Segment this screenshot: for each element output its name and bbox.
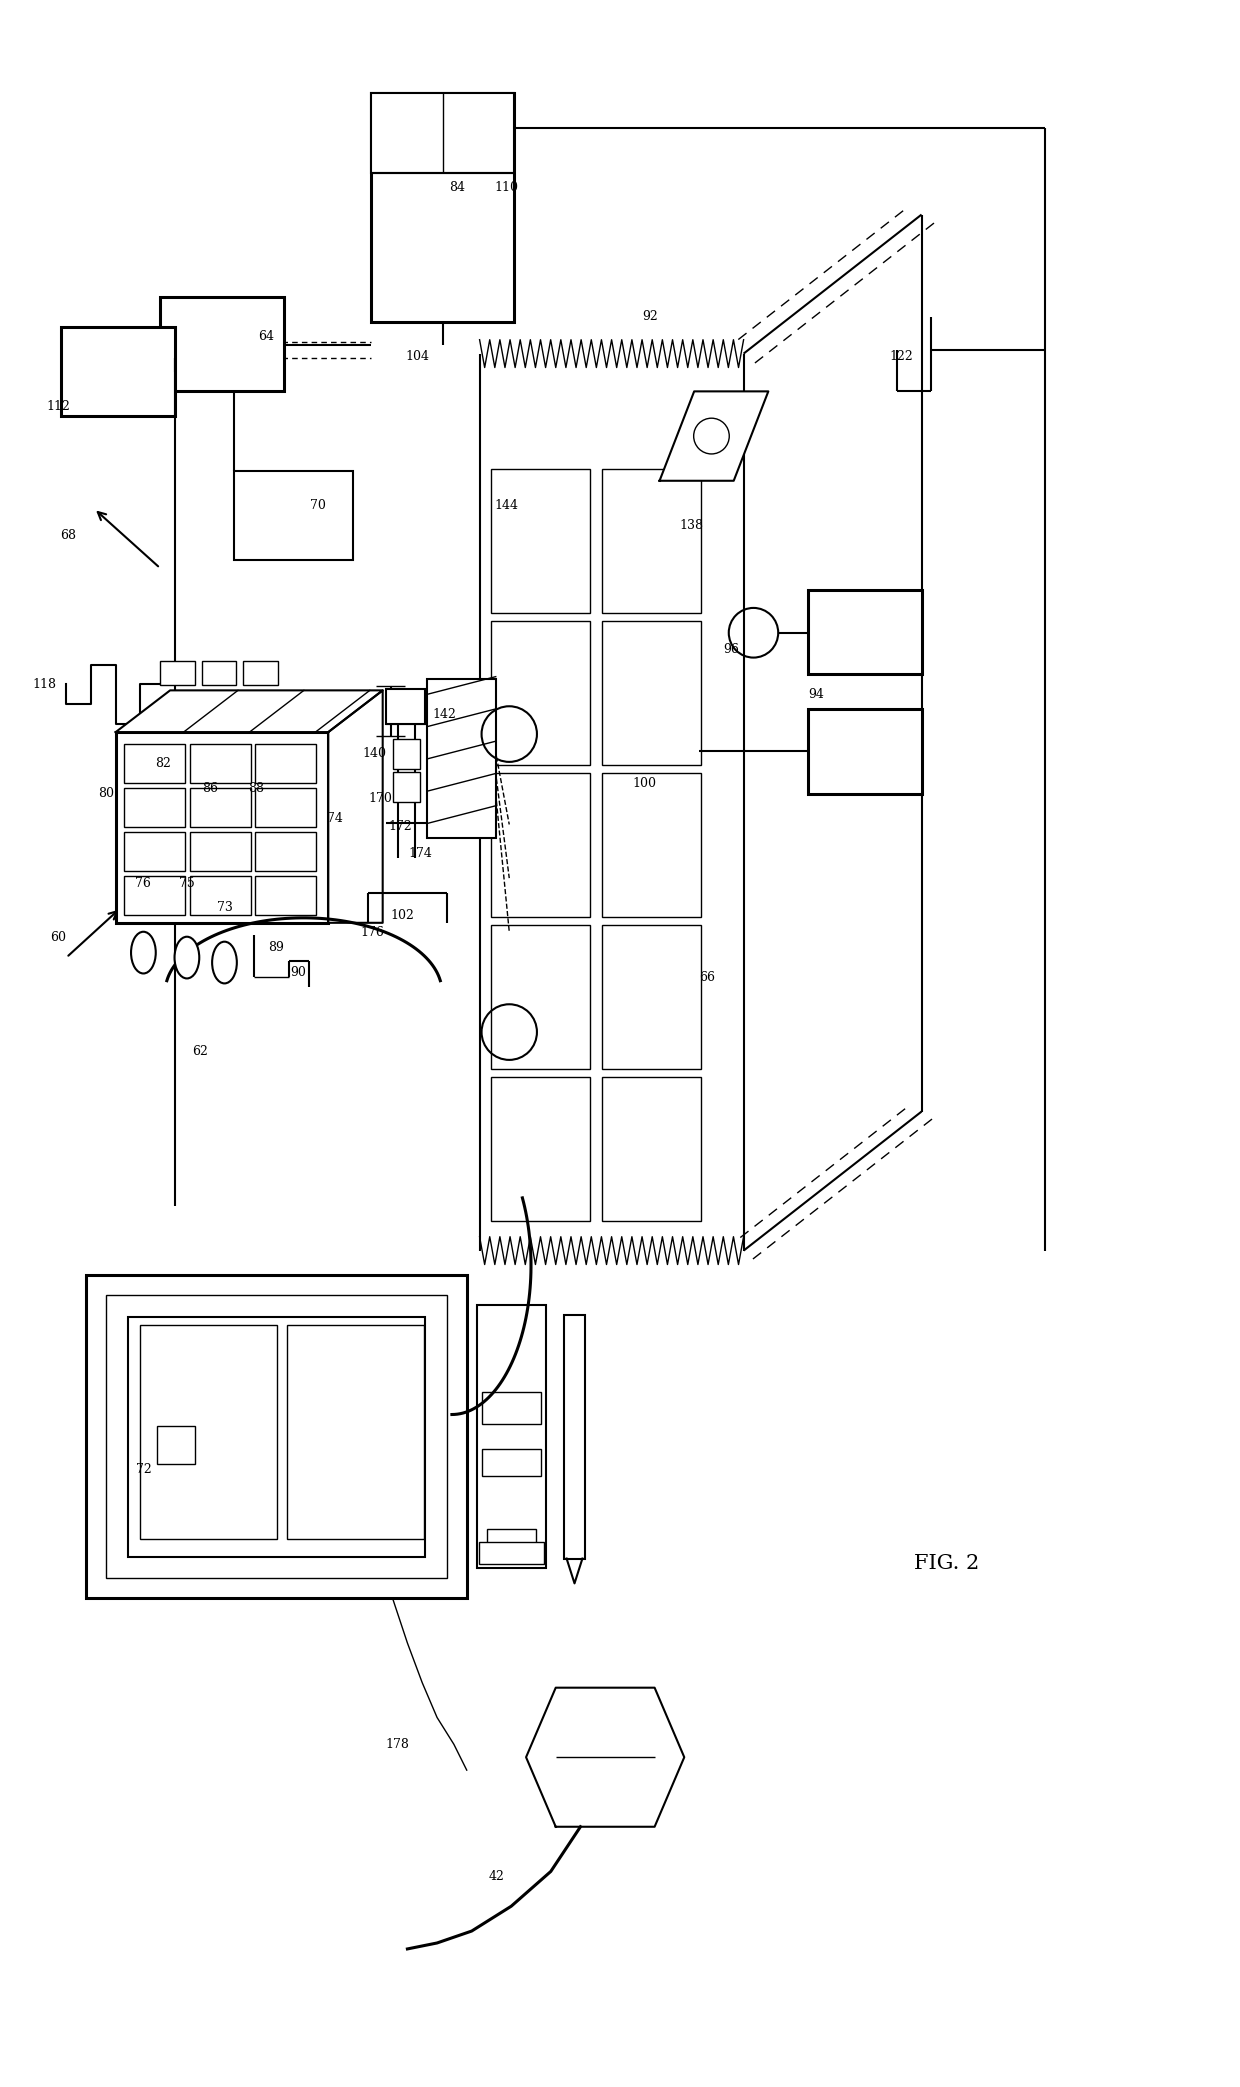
Bar [393, 772, 420, 801]
Text: 176: 176 [361, 927, 384, 939]
Bar [128, 1317, 425, 1557]
Text: 60: 60 [51, 931, 67, 943]
Ellipse shape [131, 931, 156, 973]
Text: 89: 89 [268, 941, 284, 954]
Text: 84: 84 [449, 182, 465, 194]
Bar [288, 1325, 424, 1538]
Bar [428, 680, 496, 839]
Bar [140, 1325, 278, 1538]
Bar [491, 772, 590, 916]
Polygon shape [115, 691, 383, 733]
Text: 72: 72 [135, 1463, 151, 1476]
Text: 140: 140 [363, 747, 387, 760]
Text: 112: 112 [46, 401, 71, 413]
Text: 88: 88 [248, 783, 264, 795]
Bar [481, 1392, 541, 1423]
Polygon shape [329, 691, 383, 922]
Bar [491, 1077, 590, 1221]
Text: 142: 142 [432, 707, 456, 720]
Bar [124, 789, 185, 826]
Text: 170: 170 [368, 793, 393, 806]
Bar [491, 470, 590, 614]
Bar [603, 772, 701, 916]
Text: 96: 96 [723, 643, 739, 655]
Text: 64: 64 [258, 330, 274, 342]
Bar [476, 1304, 546, 1569]
Bar [157, 1425, 195, 1465]
Bar [190, 789, 250, 826]
Bar [190, 743, 250, 783]
Ellipse shape [212, 941, 237, 983]
Text: 62: 62 [192, 1046, 207, 1058]
Text: 92: 92 [642, 311, 657, 323]
Bar [124, 743, 185, 783]
Bar [61, 328, 175, 415]
Polygon shape [526, 1688, 684, 1826]
Bar [202, 662, 237, 685]
Bar [371, 94, 515, 321]
Bar [486, 1530, 536, 1546]
Text: 68: 68 [61, 528, 76, 543]
Bar [105, 1296, 446, 1578]
Bar [124, 833, 185, 870]
Bar [115, 733, 329, 922]
Text: 42: 42 [489, 1870, 505, 1882]
Text: 178: 178 [386, 1738, 409, 1751]
Bar [371, 94, 515, 173]
Bar [386, 689, 425, 724]
Text: 144: 144 [495, 499, 518, 511]
Bar [190, 877, 250, 914]
Bar [808, 591, 921, 674]
Text: 174: 174 [408, 847, 433, 860]
Text: 104: 104 [405, 351, 429, 363]
Text: 66: 66 [699, 970, 715, 983]
Bar [243, 662, 278, 685]
Text: 73: 73 [217, 902, 232, 914]
Bar [808, 710, 921, 793]
Bar [190, 833, 250, 870]
Text: FIG. 2: FIG. 2 [914, 1555, 978, 1574]
Text: 138: 138 [680, 520, 703, 532]
Text: 118: 118 [32, 678, 57, 691]
Ellipse shape [175, 937, 200, 979]
Bar [255, 743, 316, 783]
Text: 76: 76 [135, 877, 151, 889]
Bar [491, 925, 590, 1069]
Polygon shape [660, 392, 769, 480]
Text: 172: 172 [388, 820, 413, 833]
Text: 90: 90 [290, 966, 306, 979]
Text: 100: 100 [632, 776, 657, 791]
Bar [124, 877, 185, 914]
Bar [160, 296, 284, 392]
Bar [603, 470, 701, 614]
Bar [393, 739, 420, 768]
Text: 70: 70 [310, 499, 326, 511]
Text: 94: 94 [807, 689, 823, 701]
Bar [255, 877, 316, 914]
Bar [479, 1542, 544, 1563]
Bar [491, 620, 590, 764]
Bar [255, 789, 316, 826]
Text: 110: 110 [495, 182, 518, 194]
Text: 75: 75 [179, 877, 195, 889]
Text: 80: 80 [98, 787, 114, 799]
Text: 122: 122 [890, 351, 914, 363]
Bar [234, 472, 353, 559]
Bar [255, 833, 316, 870]
Text: 74: 74 [327, 812, 343, 824]
Bar [160, 662, 195, 685]
Text: 102: 102 [391, 910, 414, 922]
Bar [603, 925, 701, 1069]
Bar [603, 620, 701, 764]
Bar [603, 1077, 701, 1221]
Bar [86, 1275, 466, 1599]
Bar [564, 1315, 585, 1559]
Bar [481, 1448, 541, 1476]
Text: 86: 86 [202, 783, 218, 795]
Text: 82: 82 [155, 758, 171, 770]
